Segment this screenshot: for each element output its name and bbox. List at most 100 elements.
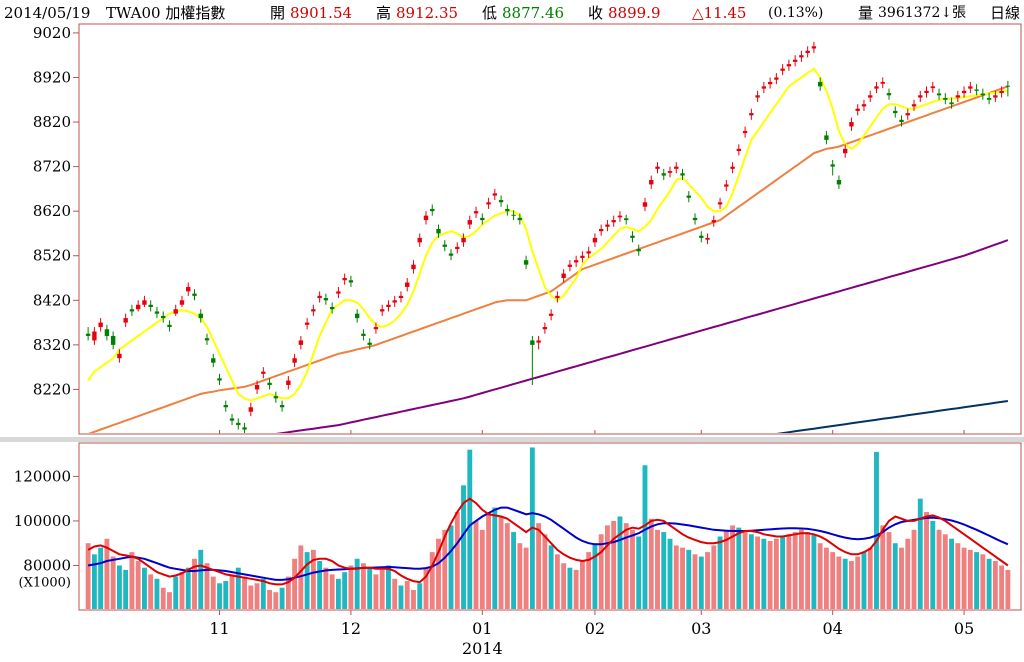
volume-bar — [636, 536, 642, 609]
volume-bar — [329, 574, 335, 609]
candlestick — [448, 249, 454, 261]
candlestick — [573, 255, 579, 267]
volume-bar — [586, 552, 592, 609]
volume-bar — [342, 572, 348, 609]
volume-bar — [711, 545, 717, 609]
candle-body — [1005, 85, 1011, 87]
panel-separator — [0, 437, 1024, 442]
candlestick — [580, 251, 585, 263]
candlestick — [405, 278, 410, 292]
volume-bar — [705, 552, 710, 609]
candle-body — [361, 333, 366, 336]
candle-body — [542, 327, 548, 330]
candlestick — [843, 144, 848, 158]
candlestick — [286, 376, 291, 390]
x-month-label: 01 — [472, 619, 492, 638]
candlestick — [586, 246, 591, 258]
candle-body — [874, 86, 879, 89]
candlestick — [686, 191, 691, 203]
price-plot-frame — [78, 23, 1022, 435]
candle-body — [398, 295, 404, 299]
volume-bar — [823, 547, 829, 609]
volume-bar — [680, 547, 685, 609]
candle-body — [836, 179, 842, 185]
candle-body — [161, 315, 166, 319]
open-label: 開 — [270, 4, 286, 22]
candlestick — [229, 413, 235, 426]
volume-bar — [498, 516, 504, 609]
volume-bar — [398, 585, 404, 609]
candle-body — [893, 110, 898, 114]
candlestick — [142, 295, 147, 307]
volume-bar — [723, 529, 729, 609]
volume-bar — [310, 549, 316, 609]
candlestick — [279, 400, 285, 412]
candle-body — [273, 396, 279, 399]
volume-bar — [98, 547, 104, 609]
candle-body — [336, 291, 341, 294]
candle-body — [705, 237, 710, 240]
candlestick — [386, 300, 391, 312]
volume-bar — [780, 536, 786, 609]
candlestick — [336, 286, 341, 299]
candlestick — [811, 41, 817, 53]
candle-body — [242, 427, 247, 430]
volume-bar — [767, 540, 773, 609]
candlestick — [217, 373, 222, 385]
volume-bar — [579, 561, 585, 609]
candle-body — [580, 255, 585, 258]
candle-body — [298, 340, 304, 345]
x-month-label: 05 — [954, 619, 974, 638]
volume-bar — [461, 485, 466, 609]
volume-bar — [930, 520, 936, 609]
volume-bar — [992, 561, 998, 609]
volume-bar — [235, 567, 241, 609]
candle-body — [179, 300, 185, 305]
volume-bar — [604, 525, 610, 609]
price-chart: 8220 8320 8420 8520 8620 8720 8820 8920 9020 — [33, 23, 1022, 435]
y-tick-label: 8620 — [33, 202, 71, 220]
candle-body — [217, 378, 222, 381]
candle-body — [167, 324, 172, 328]
ma5-line — [87, 67, 1009, 402]
volume-bar — [116, 565, 122, 609]
candle-body — [636, 249, 641, 252]
volume-bar — [411, 589, 416, 609]
volume-bar — [141, 567, 147, 609]
volume-bar — [642, 465, 648, 609]
candlestick — [630, 231, 635, 243]
candlestick — [680, 168, 685, 180]
candlestick — [936, 88, 942, 100]
candlestick — [855, 104, 860, 116]
candlestick — [830, 159, 835, 176]
candle-body — [993, 95, 998, 98]
volume-bar — [317, 561, 323, 609]
candlestick — [799, 50, 804, 62]
volume-bar — [598, 534, 604, 609]
volume-bar — [936, 529, 942, 609]
volume-bar — [298, 545, 304, 609]
price-plot-area — [85, 41, 1011, 433]
volume-bar — [811, 534, 817, 609]
candlestick — [198, 309, 203, 323]
candle-body — [448, 253, 454, 256]
candlestick — [755, 90, 760, 102]
candlestick — [592, 233, 598, 247]
candlestick — [968, 81, 973, 94]
volume-bar — [304, 552, 310, 609]
volume-bar — [942, 534, 948, 609]
candlestick — [417, 233, 422, 247]
candle-body — [261, 371, 266, 374]
candlestick — [348, 275, 354, 287]
candle-body — [498, 200, 504, 203]
candle-body — [286, 380, 291, 385]
candlestick — [304, 318, 310, 330]
volume-bar — [248, 585, 254, 609]
candle-body — [949, 102, 954, 105]
candle-body — [517, 217, 523, 221]
candle-body — [761, 86, 767, 89]
candle-body — [674, 166, 679, 169]
volume-bar — [798, 529, 804, 609]
candlestick — [674, 162, 679, 174]
candlestick — [561, 269, 566, 283]
